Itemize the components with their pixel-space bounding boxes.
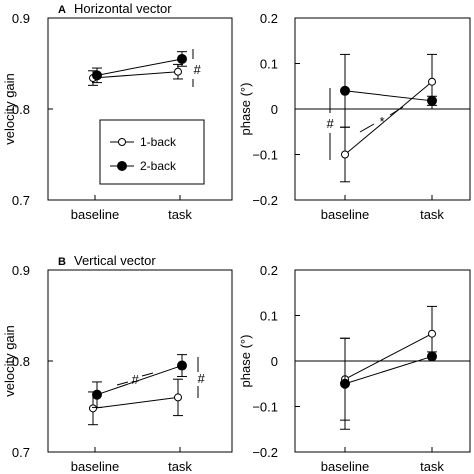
panel-2-ytick-label: 0.2 [260, 11, 278, 26]
panel-4-ytick-label: −0.1 [252, 400, 278, 415]
panel-3-xtick-label: task [168, 459, 192, 474]
panel-4-ytick-label: 0.2 [260, 263, 278, 278]
panel-1-point-1-back [174, 67, 182, 76]
panel-2-ytick-label: 0.1 [260, 57, 278, 72]
panel-2-point-1-back [428, 77, 436, 86]
panel-3-ytick-label: 0.9 [12, 263, 30, 278]
panel-1-letter: A [58, 4, 66, 16]
panel-3-point-2-back [92, 389, 102, 400]
panel-1-title: Horizontal vector [74, 1, 172, 16]
panel-4-ytick-label: −0.2 [252, 445, 278, 460]
panel-2-xtick-label: task [420, 207, 444, 222]
panel-3-xtick-label: baseline [71, 459, 119, 474]
panel-3-point-1-back [174, 393, 182, 402]
panel-4-ylabel: phase (°) [238, 335, 253, 388]
sig-dash-ar [359, 123, 375, 133]
panel-3-ytick-label: 0.8 [12, 354, 30, 369]
panel-3-ylabel: velocity gain [2, 325, 17, 397]
panel-1-xtick-label: task [168, 207, 192, 222]
panel-1-ytick-label: 0.8 [12, 102, 30, 117]
panel-1-ytick-label: 0.9 [12, 11, 30, 26]
panel-1-xtick-label: baseline [71, 207, 119, 222]
panel-4-xtick-label: task [420, 459, 444, 474]
sig-dash-ar [389, 106, 404, 116]
panel-1-point-2-back [177, 53, 187, 64]
sig-mark-a: # [193, 62, 201, 77]
panel-3-letter: B [58, 256, 66, 268]
panel-4-point-2-back [340, 378, 350, 389]
panel-2-ylabel: phase (°) [238, 83, 253, 136]
panel-1-point-2-back [92, 70, 102, 81]
panel-3-series-line-2-back [96, 365, 183, 396]
panel-2-series-line-1-back [344, 81, 433, 155]
legend-box [99, 119, 205, 185]
panel-1-ylabel: velocity gain [2, 73, 17, 145]
sig-mark-b-between: # [131, 372, 139, 387]
panel-4-series-line-2-back [344, 355, 433, 385]
legend-marker [118, 138, 126, 146]
panel-1-series-line-2-back [96, 58, 183, 76]
panel-3-frame [47, 269, 233, 453]
panel-4-ytick-label: 0.1 [260, 309, 278, 324]
panel-4-xtick-label: baseline [321, 459, 369, 474]
panel-3-ytick-label: 0.7 [12, 445, 30, 460]
panel-3-title: Vertical vector [74, 253, 156, 268]
legend-label: 2-back [140, 159, 177, 173]
panel-3-point-2-back [177, 360, 187, 371]
panel-4-point-2-back [427, 351, 437, 362]
panel-1-ytick-label: 0.7 [12, 193, 30, 208]
panel-2-point-2-back [427, 95, 437, 106]
legend-marker [117, 161, 127, 171]
panel-4-point-1-back [428, 329, 436, 338]
panel-3-point-1-back [89, 404, 97, 413]
panel-2-ytick-label: 0 [271, 102, 278, 117]
panel-2-point-1-back [341, 150, 349, 159]
sig-mark-ar-hash: # [326, 116, 334, 131]
panel-3-series-line-1-back [92, 396, 179, 409]
panel-2-ytick-label: −0.1 [252, 148, 278, 163]
panel-1-series-line-1-back [92, 71, 179, 79]
panel-2-point-2-back [340, 85, 350, 96]
sig-mark-ar-star: * [379, 114, 384, 129]
panel-4-ytick-label: 0 [271, 354, 278, 369]
legend-label: 1-back [140, 135, 177, 149]
panel-2-series-line-2-back [344, 90, 433, 102]
panel-2-xtick-label: baseline [321, 207, 369, 222]
sig-dash-b [141, 372, 154, 377]
panel-2-ytick-label: −0.2 [252, 193, 278, 208]
panel-4-series-line-1-back [344, 333, 433, 380]
sig-mark-b-task: # [197, 371, 205, 386]
sig-dash-b [116, 381, 129, 386]
